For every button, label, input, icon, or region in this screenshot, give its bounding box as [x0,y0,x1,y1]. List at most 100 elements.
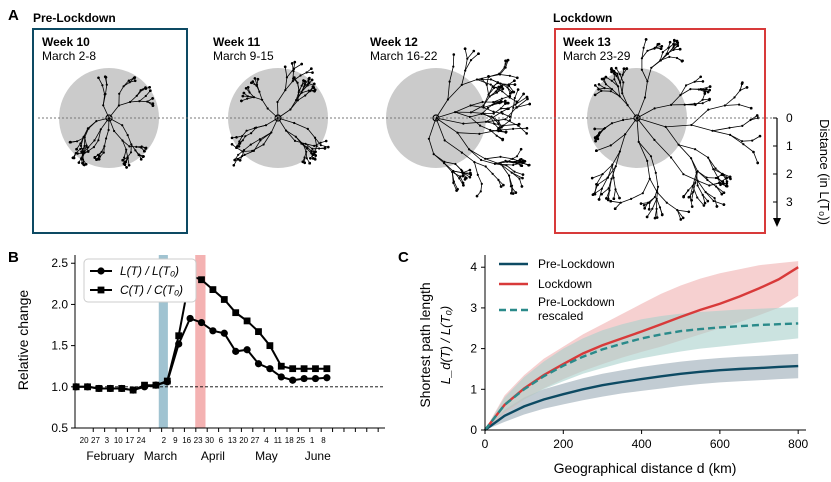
b-point-circle [254,360,263,368]
panel-b-y-axis-label: Relative change [15,290,31,391]
tree-edge [123,149,127,158]
tree-edge [285,130,296,142]
tree-edge [705,191,715,199]
b-x-tick-label: 8 [321,436,326,445]
b-point-circle [266,365,274,373]
tree-edge [724,97,735,106]
tree-leaf-node [468,175,472,179]
tree-leaf-node [133,79,137,83]
tree-edge [611,80,619,87]
tree-edge [452,182,457,191]
tree-edge [301,143,308,148]
tree-edge [512,97,516,108]
tree-edge [692,182,696,193]
tree-leaf-node [525,132,528,135]
tree-edge [489,73,500,77]
tree-leaf-node [682,195,685,199]
b-point-square [243,317,251,325]
tree-leaf-node [728,175,732,179]
tree-leaf-node [724,184,728,188]
tree-edge [492,173,499,181]
c-y-tick-label: 1 [470,382,477,396]
tree-leaf-node [75,147,78,151]
tree-edge [277,117,287,131]
tree-edge [474,161,486,167]
tree-edge [651,60,661,69]
tree-edge [297,90,300,101]
b-point-circle [311,374,320,383]
tree-edge [613,189,616,199]
tree-edge [464,59,472,71]
tree-leaf-node [151,97,154,100]
b-legend-label: L(T) / L(T₀) [120,264,179,278]
tree-leaf-node [132,76,136,80]
b-point-circle [209,327,217,335]
tree-edge [96,117,110,122]
tree-edge [608,178,612,189]
tree-edge [452,171,461,177]
tree-leaf-node [151,102,155,105]
tree-edge [743,143,754,153]
tree-edge [485,121,504,126]
tree-edge [724,104,740,106]
tree-edge [483,107,494,113]
tree-edge [305,143,315,147]
tree-edge [480,183,483,192]
tree-edge [129,95,138,103]
tree-leaf-node [593,127,596,131]
distance-tick-label: 3 [786,195,793,209]
tree-edge [702,194,706,204]
tree-leaf-node [660,45,664,48]
week-11-network-tree [230,60,330,167]
tree-edge [247,96,255,100]
tree-edge [477,174,483,185]
week-12-title: Week 12 [370,35,418,49]
tree-edge [677,209,689,213]
tree-leaf-node [610,67,613,70]
tree-edge [707,157,716,169]
b-point-square [312,365,319,373]
b-point-square [175,332,183,340]
tree-edge [660,56,670,61]
tree-edge [259,91,263,100]
tree-edge [676,209,682,220]
tree-edge [729,134,744,145]
b-x-tick-label: 30 [205,436,214,445]
c-y-tick-label: 2 [470,342,477,356]
tree-leaf-node [676,41,680,45]
tree-edge [620,198,632,204]
tree-edge [729,125,743,129]
tree-edge [500,164,512,173]
tree-leaf-node [463,47,467,50]
tree-edge [244,150,255,156]
tree-edge [641,47,644,59]
tree-edge [610,90,620,97]
tree-leaf-node [659,47,663,50]
tree-leaf-node [687,210,691,214]
tree-leaf-node [600,77,604,81]
tree-leaf-node [639,202,643,205]
tree-edge [500,164,510,176]
tree-edge [501,95,510,100]
tree-leaf-node [678,47,682,51]
tree-edge [98,129,102,141]
tree-edge [485,166,493,175]
tree-edge [753,151,759,164]
tree-edge [452,54,455,67]
tree-leaf-node [313,82,316,86]
tree-edge [94,129,102,141]
tree-edge [479,125,491,131]
tree-edge [485,156,501,160]
tree-edge [712,127,730,132]
tree-edge [697,180,710,186]
tree-edge [659,51,664,61]
tree-edge [485,111,502,123]
b-month-label: March [144,449,177,463]
tree-edge [108,117,123,126]
tree-leaf-node [614,66,618,70]
tree-edge [694,102,703,105]
tree-leaf-node [516,76,519,80]
tree-node [609,90,612,93]
tree-edge [514,89,519,99]
tree-leaf-node [722,203,726,206]
